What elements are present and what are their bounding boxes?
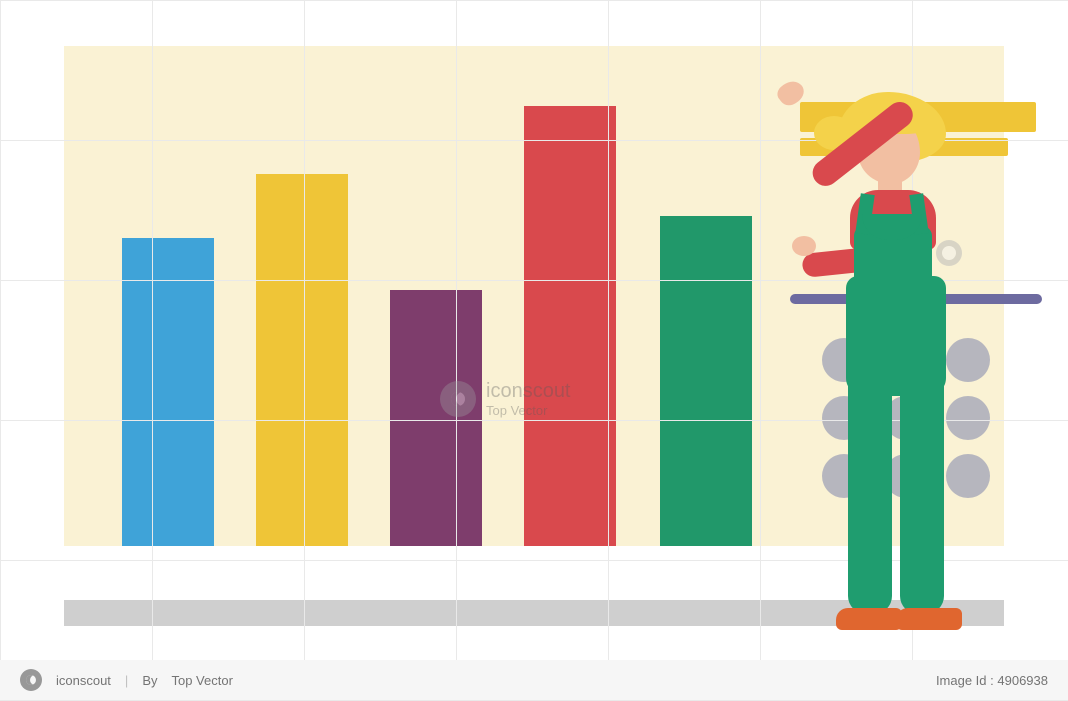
- person-illustration: [796, 86, 996, 646]
- watermark-author: Top Vector: [486, 403, 571, 418]
- footer-author: Top Vector: [171, 673, 232, 688]
- bar-2: [256, 174, 348, 546]
- bar-3: [390, 290, 482, 546]
- footer-brand: iconscout: [56, 673, 111, 688]
- footer-id-value: 4906938: [997, 673, 1048, 688]
- bar-4: [524, 106, 616, 546]
- footer-bar: iconscout | By Top Vector Image Id : 490…: [0, 660, 1068, 700]
- watermark-logo-icon: [440, 381, 476, 417]
- footer-author-label: By: [142, 673, 157, 688]
- watermark-brand: iconscout: [486, 380, 571, 403]
- footer-id-label: Image Id :: [936, 673, 994, 688]
- footer-separator: |: [125, 673, 128, 688]
- watermark-badge-icon: [936, 240, 962, 266]
- bar-5: [660, 216, 752, 546]
- watermark-center: iconscout Top Vector: [440, 380, 571, 418]
- bar-1: [122, 238, 214, 546]
- footer-logo-icon: [20, 669, 42, 691]
